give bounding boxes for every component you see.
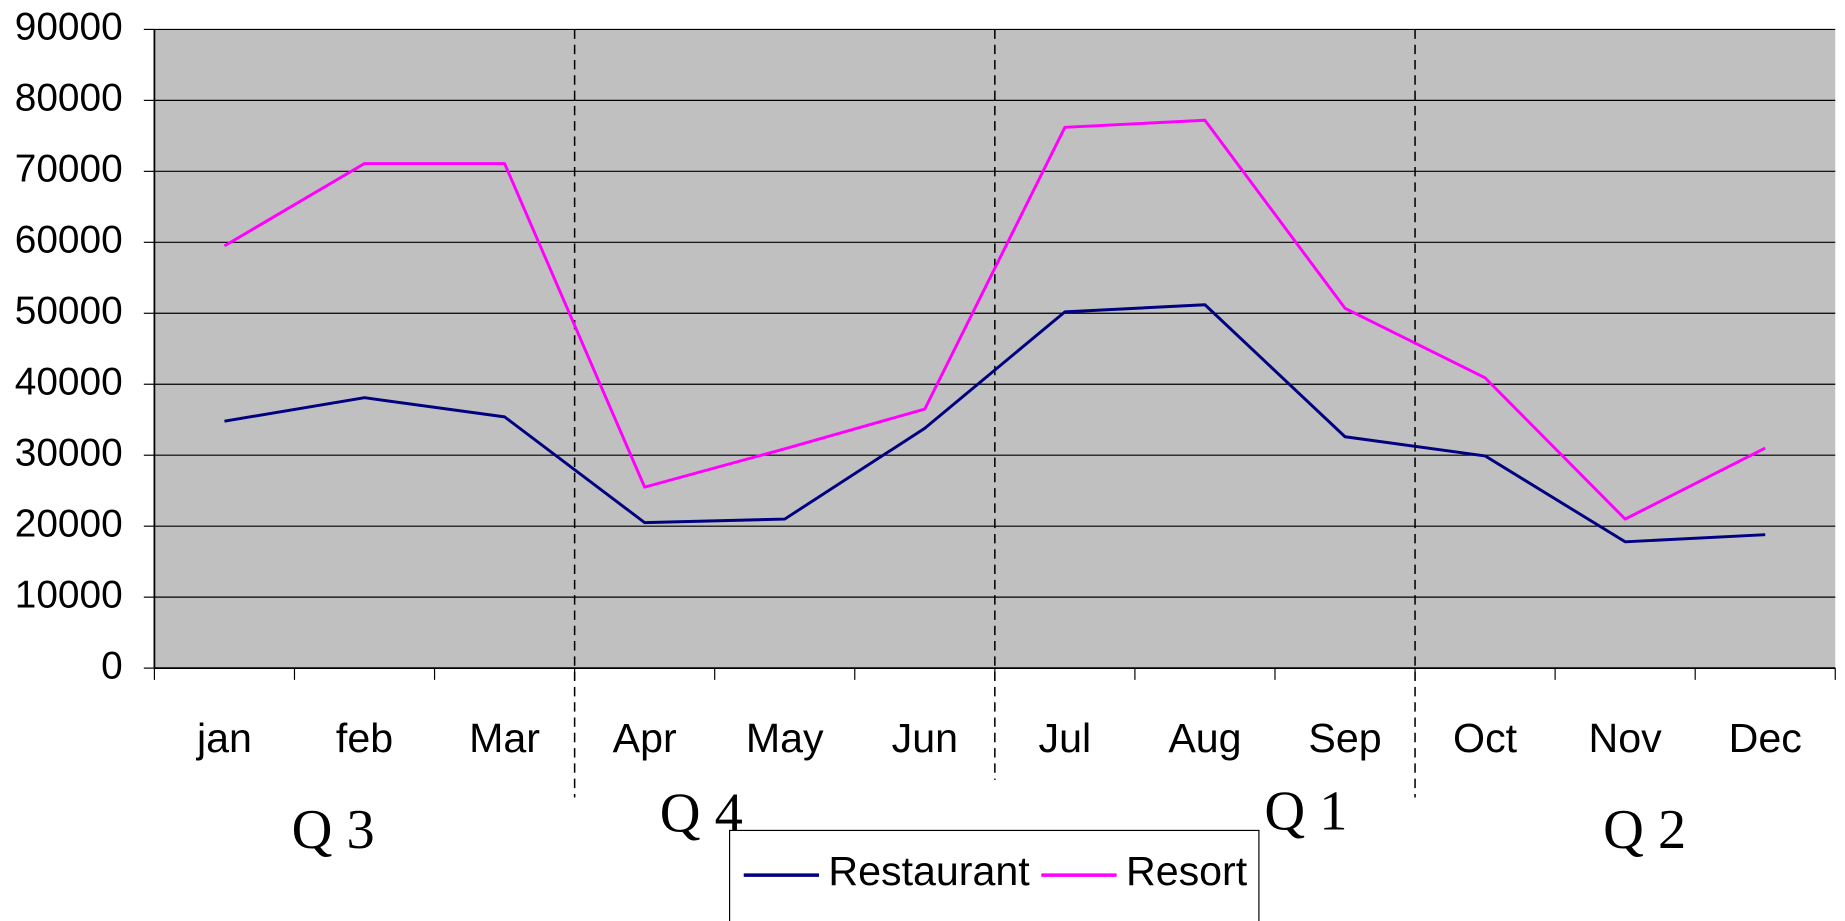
lines	[223, 118, 1766, 544]
y-tick-label: 30000	[15, 431, 123, 474]
series-line	[224, 303, 1766, 544]
quarter-label: Q 1	[1264, 780, 1347, 842]
y-tick-label: 50000	[15, 290, 123, 333]
y-tick-label: 90000	[15, 6, 123, 49]
axes	[143, 28, 1836, 680]
legend: Restaurant Resort	[743, 848, 1248, 894]
legend-label: Resort	[1126, 848, 1248, 894]
x-tick-label: Jun	[892, 715, 958, 761]
y-tick-label: 60000	[15, 219, 123, 262]
y-tick-label: 40000	[15, 360, 123, 403]
y-tick-label: 20000	[15, 502, 123, 545]
x-tick-label: Dec	[1729, 715, 1802, 761]
x-tick-label: feb	[336, 715, 393, 761]
quarter-dividers	[573, 29, 1416, 798]
x-tick-label: Aug	[1168, 715, 1241, 761]
x-tick-label: Apr	[613, 715, 677, 761]
x-tick-label: Jul	[1039, 715, 1092, 761]
quarter-label: Q 3	[292, 799, 375, 861]
y-tick-label: 70000	[15, 148, 123, 191]
labels: 0 10000 20000 30000 40000 50000 60000 70000 8000…	[15, 6, 1802, 861]
y-tick-label: 10000	[15, 573, 123, 616]
y-tick-label: 80000	[15, 77, 123, 120]
x-tick-label: May	[746, 715, 824, 761]
quarter-label: Q 2	[1603, 799, 1686, 861]
x-tick-label: Nov	[1589, 715, 1663, 761]
y-tick-label: 0	[101, 644, 123, 687]
x-tick-label: jan	[196, 715, 252, 761]
x-tick-label: Mar	[469, 715, 540, 761]
x-tick-label: Oct	[1453, 715, 1518, 761]
series-line	[223, 118, 1766, 521]
legend-label: Restaurant	[828, 848, 1030, 894]
x-tick-label: Sep	[1308, 715, 1381, 761]
plot-area	[154, 29, 1836, 669]
